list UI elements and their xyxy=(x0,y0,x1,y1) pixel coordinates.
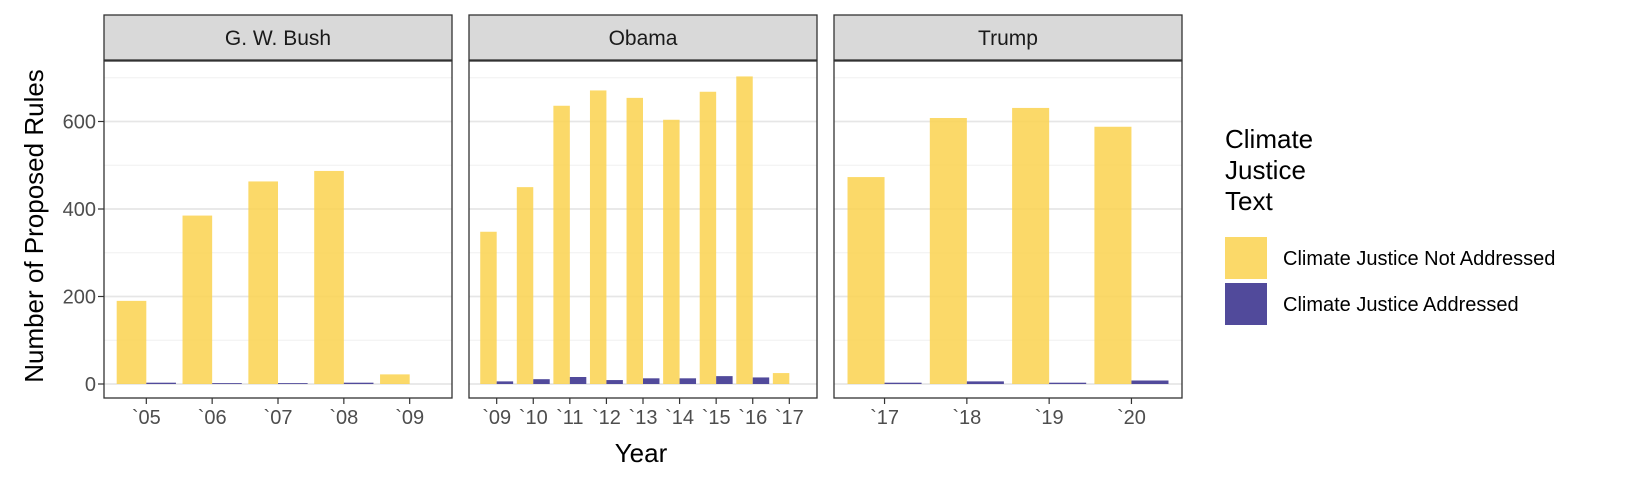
legend: Climate Justice Text Climate Justice Not A… xyxy=(1225,124,1555,325)
bars xyxy=(480,76,790,384)
bar-not-addressed xyxy=(182,215,213,384)
x-tick-label: `19 xyxy=(1035,407,1064,429)
bar-addressed xyxy=(212,383,242,384)
y-tick-label: 0 xyxy=(85,374,96,396)
x-tick-label: `17 xyxy=(775,407,804,429)
legend-label: Climate Justice Not Addressed xyxy=(1283,248,1555,270)
x-tick-label: `14 xyxy=(665,407,694,429)
x-tick-label: `05 xyxy=(132,407,161,429)
bar-not-addressed xyxy=(1012,107,1050,384)
x-tick-label: `13 xyxy=(629,407,658,429)
legend-title-line: Justice xyxy=(1225,155,1306,185)
bars xyxy=(116,170,410,384)
bars xyxy=(847,107,1169,384)
panel-3: Trump `17 `18 `19 `20 xyxy=(833,14,1183,429)
bar-addressed xyxy=(569,377,587,384)
bar-addressed xyxy=(1049,382,1087,384)
bar-addressed xyxy=(278,383,308,384)
bar-not-addressed xyxy=(1094,126,1132,384)
x-tick-label: `20 xyxy=(1117,407,1146,429)
bar-addressed xyxy=(533,379,550,384)
bar-addressed xyxy=(146,382,176,384)
panel-border xyxy=(103,60,453,399)
y-tick-label: 600 xyxy=(63,112,96,134)
bar-not-addressed xyxy=(626,97,643,384)
x-tick-label: `06 xyxy=(198,407,227,429)
legend-title-line: Text xyxy=(1225,186,1273,216)
x-tick-label: `12 xyxy=(592,407,621,429)
bar-not-addressed xyxy=(663,119,680,384)
legend-swatch-addressed xyxy=(1225,283,1267,325)
bar-addressed xyxy=(343,382,374,384)
x-tick-label: `11 xyxy=(556,407,583,429)
bar-not-addressed xyxy=(553,105,570,384)
bar-addressed xyxy=(496,381,514,384)
panel-border xyxy=(833,60,1183,399)
x-tick-label: `07 xyxy=(264,407,293,429)
x-tick-label: `18 xyxy=(952,407,981,429)
bar-not-addressed xyxy=(699,91,717,384)
x-axis-title: Year xyxy=(615,438,668,468)
panel-1: G. W. Bush `05 `06 `07 `08 `09 xyxy=(103,14,453,429)
panel-2: Obama `09 `10 `11 `12 `13 `14 `15 `16 `17 xyxy=(468,14,818,429)
facet-strip xyxy=(468,14,818,61)
x-tick-label: `15 xyxy=(702,407,731,429)
legend-title: Climate Justice Text xyxy=(1225,124,1313,216)
y-axis-title: Number of Proposed Rules xyxy=(19,69,49,383)
legend-keys: Climate Justice Not Addressed Climate Jus… xyxy=(1225,237,1555,325)
facet-strip-title: Obama xyxy=(609,27,678,50)
bar-not-addressed xyxy=(480,231,497,384)
legend-swatch-not-addressed xyxy=(1225,237,1267,279)
bar-addressed xyxy=(884,382,922,384)
bar-addressed xyxy=(1131,380,1169,384)
facet-strip xyxy=(833,14,1183,61)
facet-strip-title: G. W. Bush xyxy=(225,27,331,50)
y-tick-label: 200 xyxy=(63,287,96,309)
bar-not-addressed xyxy=(929,118,967,384)
bar-not-addressed xyxy=(116,300,147,384)
facet-strip-title: Trump xyxy=(978,27,1038,50)
x-tick-label: `09 xyxy=(395,407,424,429)
panel-border xyxy=(468,60,818,399)
bar-addressed xyxy=(716,376,733,384)
bar-not-addressed xyxy=(772,373,790,384)
bar-addressed xyxy=(606,380,623,384)
facet-strip xyxy=(103,14,453,61)
bar-addressed xyxy=(643,378,660,384)
x-tick-label: `10 xyxy=(519,407,548,429)
bar-addressed xyxy=(966,381,1004,384)
legend-title-line: Climate xyxy=(1225,124,1313,154)
bar-not-addressed xyxy=(736,76,753,384)
bar-not-addressed xyxy=(314,170,344,384)
bar-not-addressed xyxy=(516,187,534,384)
bar-addressed xyxy=(752,377,770,384)
y-tick-label: 400 xyxy=(63,199,96,221)
bar-not-addressed xyxy=(847,177,885,384)
bar-not-addressed xyxy=(380,374,410,384)
x-tick-label: `17 xyxy=(870,407,899,429)
bar-not-addressed xyxy=(589,90,607,384)
x-tick-label: `16 xyxy=(738,407,767,429)
y-axis: 0 200 400 600 xyxy=(63,112,104,396)
x-tick-label: `08 xyxy=(329,407,358,429)
x-tick-label: `09 xyxy=(482,407,511,429)
bar-addressed xyxy=(679,378,697,384)
legend-label: Climate Justice Addressed xyxy=(1283,294,1519,316)
bar-not-addressed xyxy=(248,181,278,384)
